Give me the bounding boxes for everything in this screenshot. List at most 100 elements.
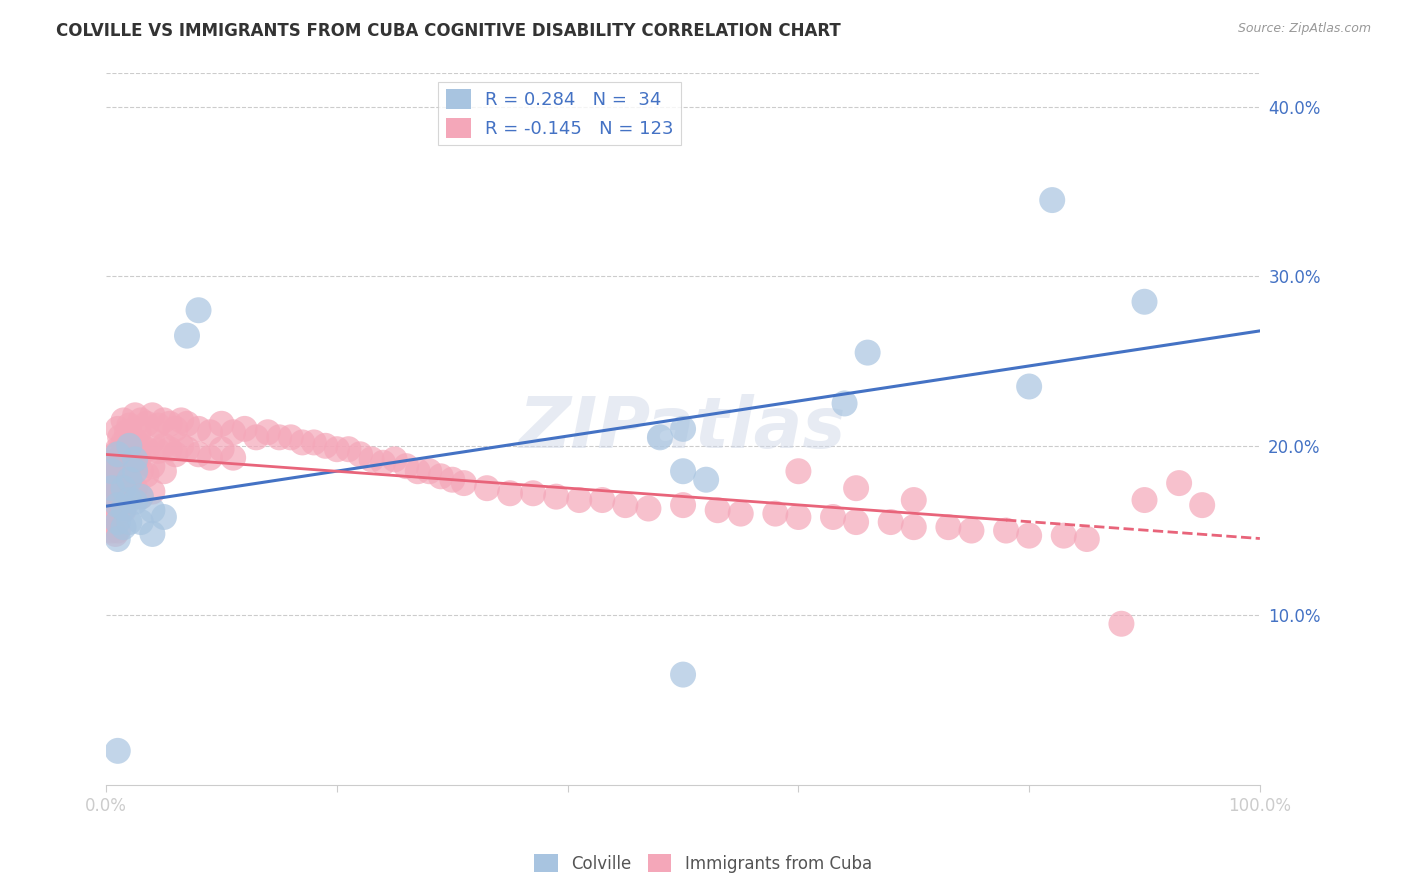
Point xyxy=(107,422,129,436)
Point xyxy=(141,409,163,423)
Point xyxy=(326,442,349,457)
Point xyxy=(430,469,453,483)
Point xyxy=(1111,616,1133,631)
Point xyxy=(614,498,637,512)
Point xyxy=(546,490,568,504)
Point xyxy=(104,527,127,541)
Point xyxy=(1040,193,1063,207)
Point xyxy=(672,667,695,681)
Point xyxy=(107,515,129,529)
Point xyxy=(856,345,879,359)
Point xyxy=(821,510,844,524)
Point xyxy=(101,473,124,487)
Point xyxy=(695,473,717,487)
Point xyxy=(730,507,752,521)
Point xyxy=(118,439,141,453)
Point xyxy=(418,464,440,478)
Point xyxy=(672,498,695,512)
Point xyxy=(141,503,163,517)
Point xyxy=(187,303,209,318)
Point xyxy=(222,425,245,440)
Point xyxy=(118,515,141,529)
Point xyxy=(108,450,131,465)
Point xyxy=(129,413,152,427)
Point xyxy=(128,450,150,465)
Point xyxy=(314,439,336,453)
Point xyxy=(153,510,176,524)
Point xyxy=(107,744,129,758)
Point xyxy=(129,515,152,529)
Point xyxy=(159,417,181,431)
Point xyxy=(146,418,169,433)
Point xyxy=(672,422,695,436)
Point xyxy=(475,481,498,495)
Point xyxy=(880,515,903,529)
Point xyxy=(108,473,131,487)
Point xyxy=(395,459,418,474)
Point xyxy=(441,473,464,487)
Point xyxy=(118,442,141,457)
Point xyxy=(107,532,129,546)
Point xyxy=(384,452,406,467)
Point xyxy=(1191,498,1213,512)
Point xyxy=(135,467,157,482)
Point xyxy=(101,524,124,538)
Point xyxy=(124,464,146,478)
Point xyxy=(107,503,129,517)
Point xyxy=(118,493,141,508)
Point xyxy=(834,396,856,410)
Point xyxy=(112,501,135,516)
Legend: Colville, Immigrants from Cuba: Colville, Immigrants from Cuba xyxy=(527,847,879,880)
Point xyxy=(637,501,659,516)
Point xyxy=(128,425,150,440)
Point xyxy=(170,413,193,427)
Point xyxy=(141,434,163,448)
Point xyxy=(124,494,146,508)
Point xyxy=(903,520,925,534)
Point xyxy=(222,450,245,465)
Point xyxy=(112,520,135,534)
Point xyxy=(121,430,143,444)
Point xyxy=(129,464,152,478)
Point xyxy=(591,493,613,508)
Point xyxy=(176,328,198,343)
Point xyxy=(360,452,382,467)
Point xyxy=(104,490,127,504)
Point xyxy=(107,483,129,497)
Point xyxy=(1018,528,1040,542)
Point xyxy=(101,481,124,495)
Point xyxy=(995,524,1018,538)
Point xyxy=(118,466,141,480)
Point xyxy=(280,430,302,444)
Point xyxy=(903,493,925,508)
Point xyxy=(121,454,143,468)
Point xyxy=(115,425,138,440)
Point xyxy=(104,467,127,482)
Point xyxy=(337,442,360,457)
Point xyxy=(1133,493,1156,508)
Point xyxy=(153,464,176,478)
Point xyxy=(787,464,810,478)
Point xyxy=(135,442,157,457)
Point xyxy=(845,481,868,495)
Point xyxy=(1053,528,1076,542)
Point xyxy=(153,413,176,427)
Point xyxy=(107,462,129,476)
Point xyxy=(108,493,131,508)
Point xyxy=(121,477,143,491)
Point xyxy=(141,484,163,499)
Point xyxy=(499,486,522,500)
Point xyxy=(648,430,671,444)
Point xyxy=(104,447,127,461)
Point xyxy=(198,425,221,440)
Point xyxy=(1076,532,1098,546)
Point xyxy=(112,413,135,427)
Point xyxy=(115,450,138,465)
Point xyxy=(129,490,152,504)
Point xyxy=(135,417,157,431)
Point xyxy=(108,430,131,444)
Point xyxy=(706,503,728,517)
Point xyxy=(104,507,127,521)
Point xyxy=(198,450,221,465)
Point xyxy=(371,456,394,470)
